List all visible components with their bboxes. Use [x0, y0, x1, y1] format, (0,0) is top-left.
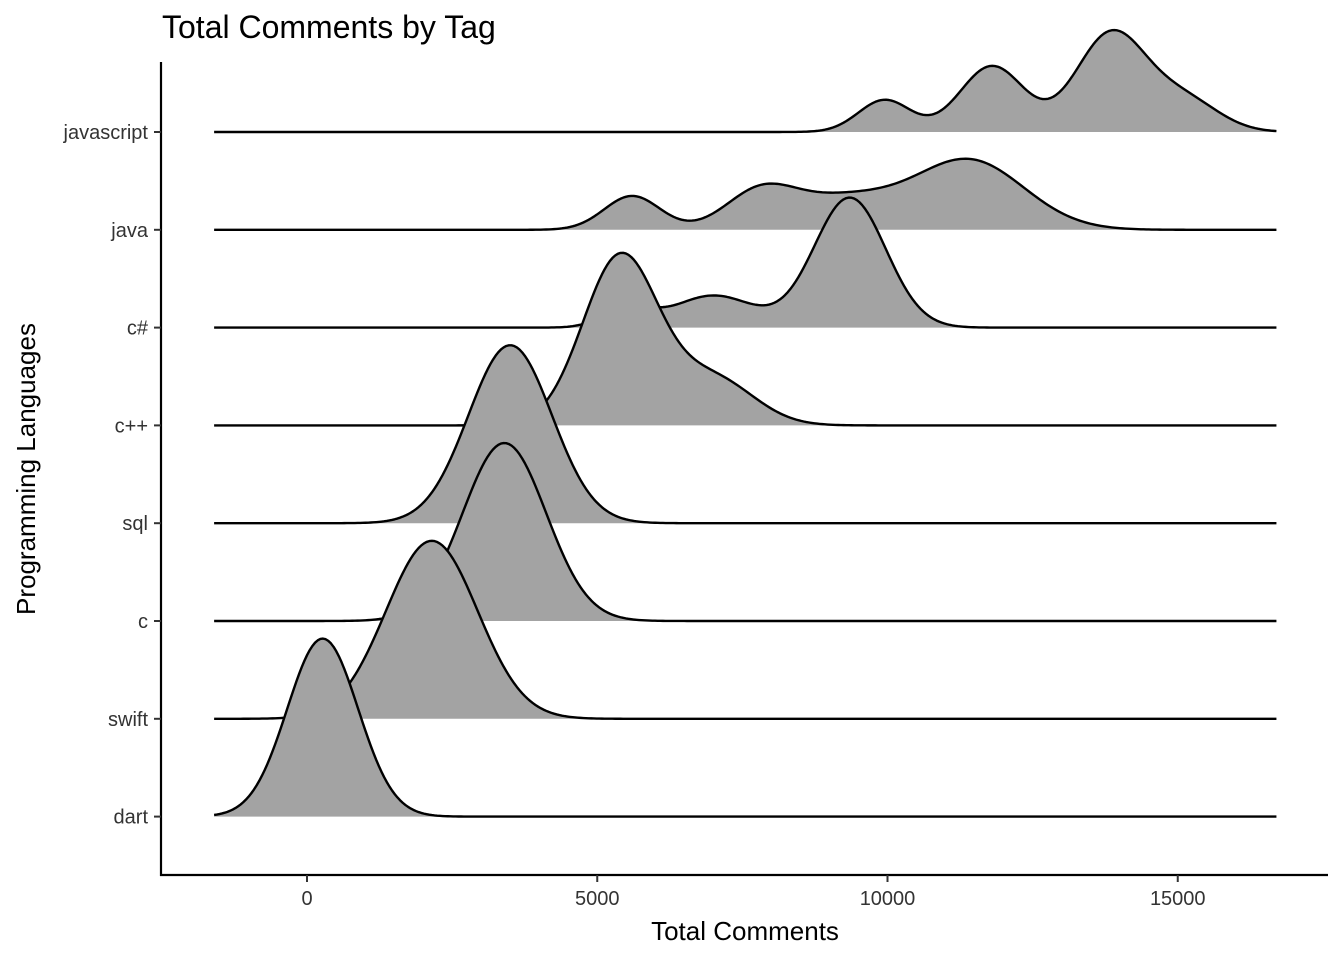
y-tick-label-sql: sql — [122, 513, 148, 535]
ridge-swift — [214, 539, 1277, 720]
ridge-dart — [213, 637, 1277, 818]
ridge-line-sql — [214, 344, 1277, 525]
ridge-fill-javascript — [214, 30, 1277, 133]
ridge-fill-c — [214, 443, 1277, 621]
y-tick-label-swift: swift — [108, 709, 148, 731]
y-tick-label-c: c — [138, 611, 148, 633]
ridge-c — [214, 441, 1277, 623]
y-tick-label-c#: c# — [127, 318, 149, 340]
ridge-sql — [214, 344, 1277, 525]
ridge-fill-java — [214, 158, 1277, 230]
ridge-javascript — [214, 28, 1277, 134]
ridge-c# — [214, 196, 1277, 329]
x-tick-label-15000: 15000 — [1150, 888, 1206, 910]
x-tick-label-10000: 10000 — [860, 888, 916, 910]
ridge-line-c++ — [214, 251, 1277, 427]
ridge-line-dart — [213, 637, 1277, 818]
y-tick-label-java: java — [110, 220, 149, 242]
ridge-line-swift — [214, 539, 1277, 720]
ridge-java — [214, 157, 1277, 231]
ridge-line-java — [214, 157, 1277, 231]
chart-title: Total Comments by Tag — [162, 9, 496, 45]
x-tick-label-0: 0 — [301, 888, 312, 910]
y-tick-label-javascript: javascript — [63, 122, 149, 144]
ridge-fill-sql — [214, 345, 1277, 524]
y-tick-label-dart: dart — [114, 807, 149, 829]
ridge-line-c# — [214, 196, 1277, 329]
ridge-fill-swift — [214, 540, 1277, 719]
ridge-c++ — [214, 251, 1277, 427]
y-tick-label-c++: c++ — [115, 415, 148, 437]
ridge-fill-c++ — [214, 252, 1277, 426]
y-ticks-group: javascript java c# c++ sql c swift dart — [63, 122, 161, 829]
ridge-line-c — [214, 441, 1277, 623]
ridge-line-javascript — [214, 28, 1277, 134]
ridges-group — [213, 28, 1277, 818]
y-axis-title: Programming Languages — [11, 323, 41, 615]
x-ticks-group: 0 5000 10000 15000 — [301, 875, 1206, 910]
ridge-fill-dart — [214, 638, 1277, 817]
x-axis-title: Total Comments — [651, 916, 839, 946]
x-tick-label-5000: 5000 — [575, 888, 620, 910]
